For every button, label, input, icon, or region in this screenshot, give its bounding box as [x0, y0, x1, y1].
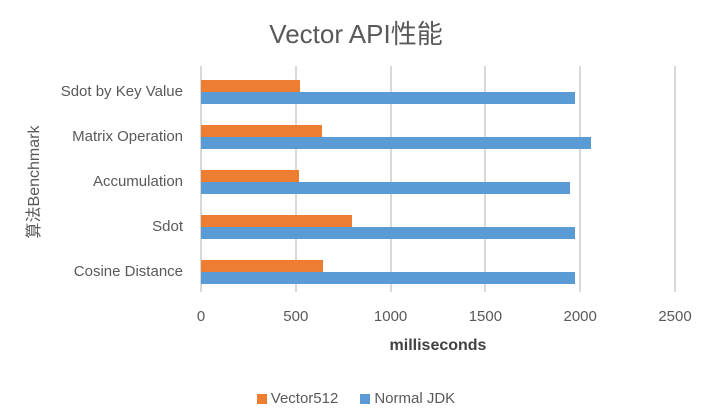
x-tick-label: 1500 — [468, 308, 503, 325]
legend-swatch-normal-jdk — [360, 393, 371, 404]
x-tick-label: 500 — [283, 308, 309, 325]
bar-vector512 — [201, 170, 299, 182]
bar-normal-jdk — [201, 136, 591, 149]
bar-normal-jdk — [201, 272, 576, 285]
category-label: Sdot — [152, 218, 183, 236]
bar-vector512 — [201, 215, 352, 228]
bar-normal-jdk — [201, 227, 575, 240]
chart-title: Vector API性能 — [269, 19, 443, 49]
bar-vector512 — [201, 260, 324, 273]
category-label: Matrix Operation — [72, 127, 183, 145]
x-tick-label: 2000 — [563, 308, 597, 325]
bar-normal-jdk — [201, 91, 576, 104]
gridline — [484, 66, 487, 292]
x-tick-label: 0 — [196, 308, 206, 325]
legend-label: Vector512 — [270, 390, 339, 407]
gridline — [579, 66, 582, 292]
y-axis-label: 算法Benchmark — [26, 125, 43, 239]
legend-label: Normal JDK — [374, 390, 456, 407]
legend-item-normal-jdk: Normal JDK — [360, 390, 455, 407]
bar-normal-jdk — [201, 182, 570, 194]
legend: Vector512 Normal JDK — [0, 390, 712, 407]
legend-swatch-vector512 — [256, 393, 267, 404]
gridline — [674, 66, 676, 292]
category-label: Accumulation — [92, 173, 183, 190]
x-tick-label: 1000 — [373, 308, 408, 325]
legend-item-vector512: Vector512 — [256, 390, 339, 407]
bar-vector512 — [201, 79, 300, 92]
category-label: Cosine Distance — [73, 263, 183, 281]
x-tick-label: 2500 — [658, 308, 692, 325]
x-axis-label: milliseconds — [389, 337, 487, 354]
bar-vector512 — [201, 124, 323, 137]
gridline — [389, 66, 392, 292]
plot-area — [200, 66, 676, 292]
category-label: Sdot by Key Value — [60, 82, 183, 100]
